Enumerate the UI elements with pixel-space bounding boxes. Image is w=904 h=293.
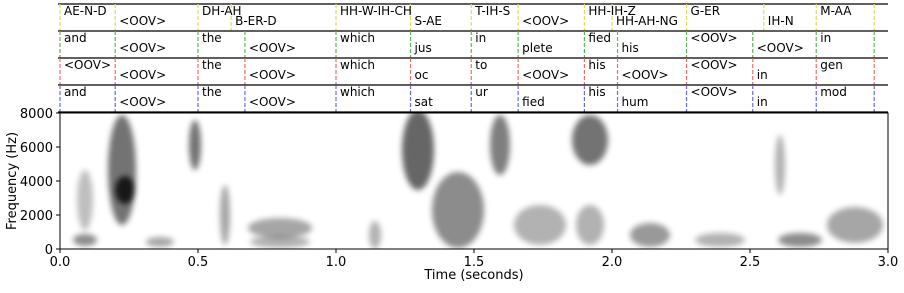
tier-label: <OOV> [119,14,166,28]
tier-label: the [202,85,222,99]
tier-label: his [588,58,605,72]
x-tick-label: 2.0 [602,255,623,270]
tier-label: <OOV> [64,58,111,72]
tier-label: <OOV> [622,68,669,82]
tier-label: and [64,85,87,99]
tier-label: <OOV> [249,95,296,109]
tier-label: <OOV> [119,41,166,55]
x-tick-label: 1.0 [326,255,347,270]
tier-label: plete [522,41,552,55]
tier-label: sat [415,95,434,109]
tier-label: in [820,31,831,45]
y-tick-label: 4000 [20,175,53,190]
tier-label: gen [820,58,843,72]
x-tick-label: 2.5 [740,255,761,270]
tier-label: <OOV> [691,31,738,45]
tier-label: the [202,58,222,72]
tier-label: fied [522,95,545,109]
tier-label: ur [475,85,488,99]
y-tick-label: 2000 [20,209,53,224]
tier-label: B-ER-D [235,14,277,28]
tier-label: IH-N [768,14,794,28]
tier-label: <OOV> [522,68,569,82]
tier-label: hum [622,95,649,109]
tier-label: G-ER [691,4,721,18]
tier-label: in [757,68,768,82]
y-tick-label: 0 [45,243,53,258]
y-tick-label: 6000 [20,141,53,156]
x-axis-label: Time (seconds) [423,268,523,283]
tier-label: <OOV> [691,58,738,72]
tier-label: HH-W-IH-CH [340,4,412,18]
spectrogram-image [73,113,883,249]
tier-label: T-IH-S [474,4,510,18]
tier-label: his [622,41,639,55]
tier-label: which [340,58,375,72]
tier-label: HH-IH-Z [588,4,636,18]
tier-label: his [588,85,605,99]
tier-label: which [340,85,375,99]
y-tick-label: 8000 [20,107,53,122]
y-axis-label: Frequency (Hz) [5,132,20,230]
tier-label: <OOV> [119,68,166,82]
tier-label: the [202,31,222,45]
tier-label: jus [414,41,432,55]
tier-label: <OOV> [249,68,296,82]
tier-label: <OOV> [757,41,804,55]
tier-label: DH-AH [202,4,242,18]
tier-label: <OOV> [119,95,166,109]
tier-label: AE-N-D [64,4,107,18]
tier-label: oc [415,68,429,82]
x-tick-label: 0.5 [188,255,209,270]
tier-label: S-AE [415,14,442,28]
x-tick-label: 3.0 [878,255,899,270]
tier-label: <OOV> [249,41,296,55]
tier-label: mod [820,85,847,99]
tier-label: in [757,95,768,109]
x-tick-label: 0.0 [50,255,71,270]
tier-label: in [475,31,486,45]
tier-label: to [475,58,487,72]
tier-label: which [340,31,375,45]
tier-label: and [64,31,87,45]
tier-label: M-AA [820,4,852,18]
tier-label: <OOV> [691,85,738,99]
tier-label: <OOV> [522,14,569,28]
x-tick-label: 1.5 [464,255,485,270]
tier-label: fied [588,31,611,45]
tier-label: HH-AH-NG [616,14,678,28]
